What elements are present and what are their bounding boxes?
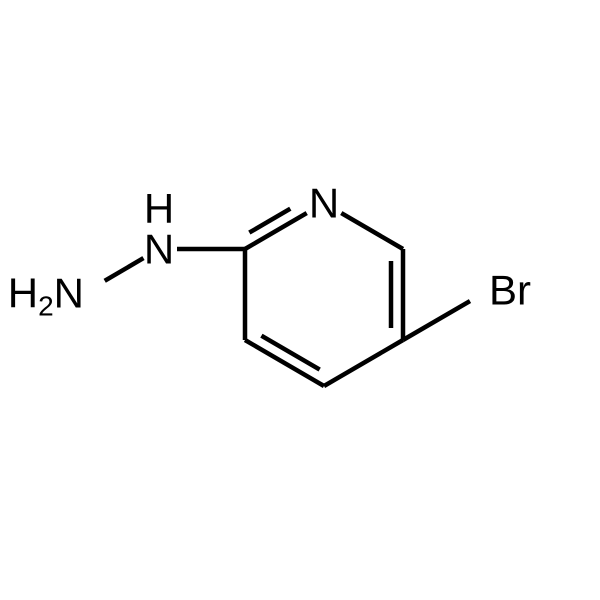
bond [403,301,470,340]
bond [105,258,144,281]
atom-label: Br [489,267,531,314]
bond [324,340,403,386]
bond [341,213,403,249]
bond-inner [249,209,290,233]
atom-label: N [144,226,174,273]
molecule-diagram: NNHH2NBr [0,0,600,600]
atom-label-h: H [144,185,174,232]
atom-label: H2N [8,270,84,322]
atom-label: N [309,180,339,227]
